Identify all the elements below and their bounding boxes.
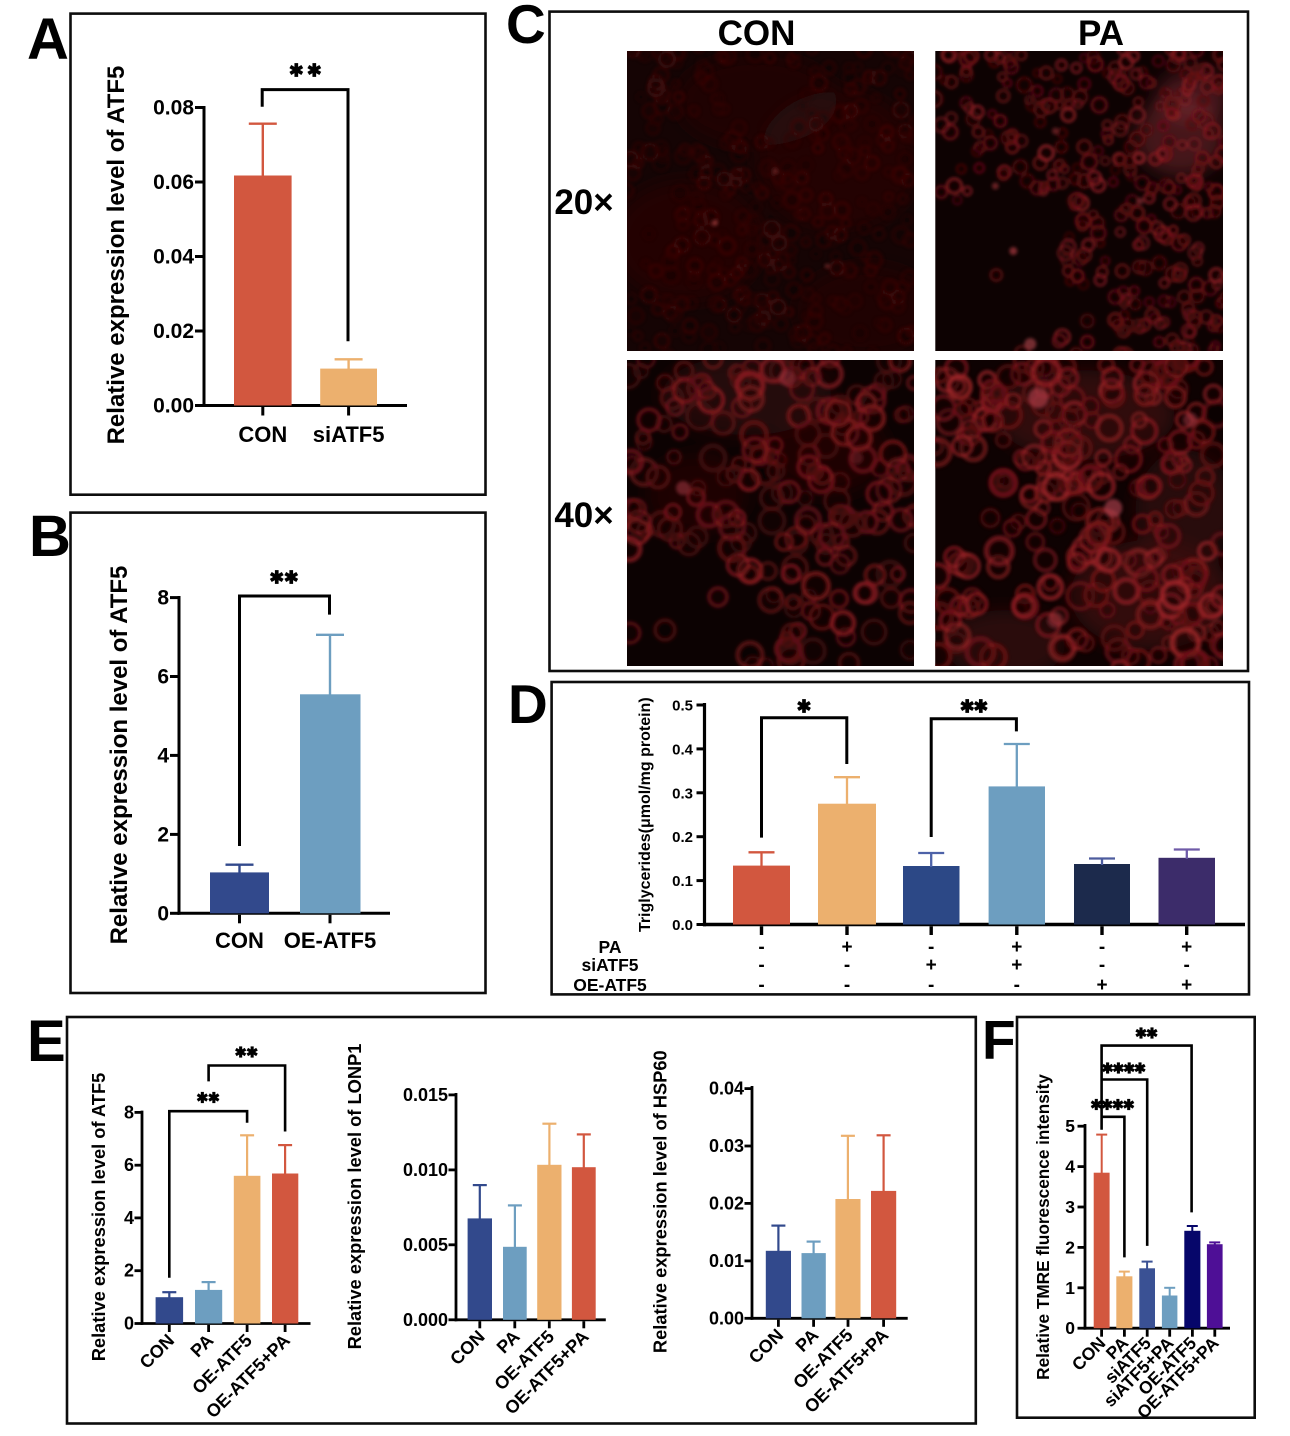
svg-text:Relative expression level of L: Relative expression level of LONP1 — [344, 1044, 365, 1350]
svg-text:-: - — [844, 955, 850, 976]
svg-text:Relative TMRE fluorescence int: Relative TMRE fluorescence intensity — [1033, 1074, 1053, 1380]
svg-text:siATF5: siATF5 — [313, 422, 385, 447]
svg-text:0.5: 0.5 — [672, 698, 693, 715]
svg-text:0.010: 0.010 — [403, 1160, 448, 1180]
svg-text:-: - — [1099, 955, 1105, 976]
svg-text:+: + — [1011, 937, 1022, 958]
svg-text:+: + — [1011, 955, 1022, 976]
svg-text:PA: PA — [1078, 14, 1124, 53]
svg-text:F: F — [982, 1009, 1016, 1071]
svg-text:0.02: 0.02 — [153, 320, 194, 343]
svg-text:+: + — [926, 955, 937, 976]
svg-text:+: + — [1181, 937, 1192, 958]
svg-text:0.00: 0.00 — [709, 1308, 744, 1328]
svg-text:2: 2 — [124, 1261, 134, 1281]
svg-text:0.1: 0.1 — [672, 873, 693, 890]
svg-text:0: 0 — [157, 902, 169, 925]
svg-text:0: 0 — [1065, 1318, 1075, 1338]
svg-text:-: - — [758, 937, 764, 958]
svg-text:-: - — [928, 937, 934, 958]
svg-text:E: E — [27, 1009, 66, 1074]
svg-text:3: 3 — [1065, 1197, 1075, 1217]
svg-text:D: D — [508, 673, 548, 735]
svg-text:0.000: 0.000 — [403, 1310, 448, 1330]
svg-text:4: 4 — [157, 744, 169, 767]
svg-text:0.0: 0.0 — [672, 917, 693, 934]
svg-text:0: 0 — [124, 1314, 134, 1334]
svg-text:0.3: 0.3 — [672, 785, 693, 802]
svg-text:4: 4 — [124, 1208, 134, 1228]
svg-text:8: 8 — [157, 587, 169, 610]
svg-text:siATF5: siATF5 — [581, 955, 638, 975]
svg-text:6: 6 — [157, 666, 169, 689]
svg-text:PA: PA — [598, 937, 621, 957]
svg-text:0.08: 0.08 — [153, 97, 194, 120]
svg-text:0.03: 0.03 — [709, 1136, 744, 1156]
svg-text:Relative expression level of A: Relative expression level of ATF5 — [106, 566, 133, 945]
svg-text:C: C — [506, 0, 546, 55]
svg-text:CON: CON — [238, 422, 287, 447]
svg-text:A: A — [27, 7, 69, 72]
svg-text:Relative expression level of A: Relative expression level of ATF5 — [103, 66, 130, 445]
svg-text:4: 4 — [1065, 1157, 1075, 1177]
svg-text:0.00: 0.00 — [153, 395, 194, 418]
svg-text:-: - — [1099, 937, 1105, 958]
svg-text:0.2: 0.2 — [672, 829, 693, 846]
svg-text:0.04: 0.04 — [709, 1079, 744, 1099]
svg-text:OE-ATF5: OE-ATF5 — [284, 928, 376, 953]
svg-text:40×: 40× — [554, 496, 613, 535]
svg-text:8: 8 — [124, 1102, 134, 1122]
svg-text:0.4: 0.4 — [672, 741, 694, 758]
svg-text:-: - — [758, 975, 764, 996]
svg-text:0.06: 0.06 — [153, 171, 194, 194]
svg-text:2: 2 — [157, 823, 169, 846]
svg-text:+: + — [1181, 975, 1192, 996]
svg-text:CON: CON — [215, 928, 264, 953]
svg-text:0.015: 0.015 — [403, 1085, 448, 1105]
svg-text:-: - — [758, 955, 764, 976]
svg-text:OE-ATF5: OE-ATF5 — [573, 975, 647, 995]
svg-text:5: 5 — [1065, 1116, 1075, 1136]
svg-text:6: 6 — [124, 1155, 134, 1175]
svg-text:CON: CON — [718, 14, 796, 53]
svg-text:20×: 20× — [554, 183, 613, 222]
svg-text:0.02: 0.02 — [709, 1193, 744, 1213]
svg-text:Relative expression level of A: Relative expression level of ATF5 — [88, 1073, 109, 1362]
svg-text:0.005: 0.005 — [403, 1235, 448, 1255]
svg-text:2: 2 — [1065, 1237, 1075, 1257]
svg-text:-: - — [844, 975, 850, 996]
svg-text:Relative expression level of H: Relative expression level of HSP60 — [650, 1050, 671, 1353]
svg-text:+: + — [1096, 975, 1107, 996]
svg-text:1: 1 — [1065, 1278, 1075, 1298]
svg-text:0.04: 0.04 — [153, 246, 194, 269]
svg-text:-: - — [1184, 955, 1190, 976]
svg-text:Triglycerides(μmol/mg protein): Triglycerides(μmol/mg protein) — [637, 697, 654, 932]
svg-text:B: B — [29, 504, 71, 569]
svg-text:-: - — [928, 975, 934, 996]
svg-text:+: + — [841, 937, 852, 958]
svg-text:0.01: 0.01 — [709, 1251, 744, 1271]
svg-text:-: - — [1014, 975, 1020, 996]
